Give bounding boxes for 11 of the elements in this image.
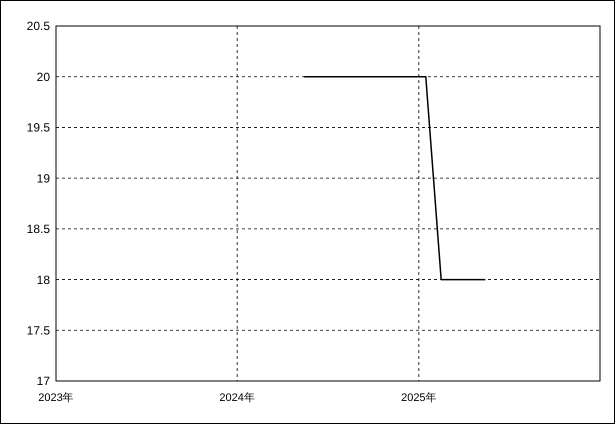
y-tick-label: 19.5 [26,120,50,135]
x-tick-label: 2025年 [401,392,437,404]
y-tick-label: 18.5 [26,222,50,236]
y-tick-label: 18 [36,272,50,287]
y-tick-label: 17 [36,374,50,388]
y-tick-label: 19 [36,171,50,186]
x-tick-label: 2023年 [38,392,74,404]
y-tick-label: 20 [36,70,50,84]
y-tick-label: 17.5 [26,323,50,338]
x-tick-label: 2024年 [219,392,255,404]
y-tick-label: 20.5 [26,19,50,34]
